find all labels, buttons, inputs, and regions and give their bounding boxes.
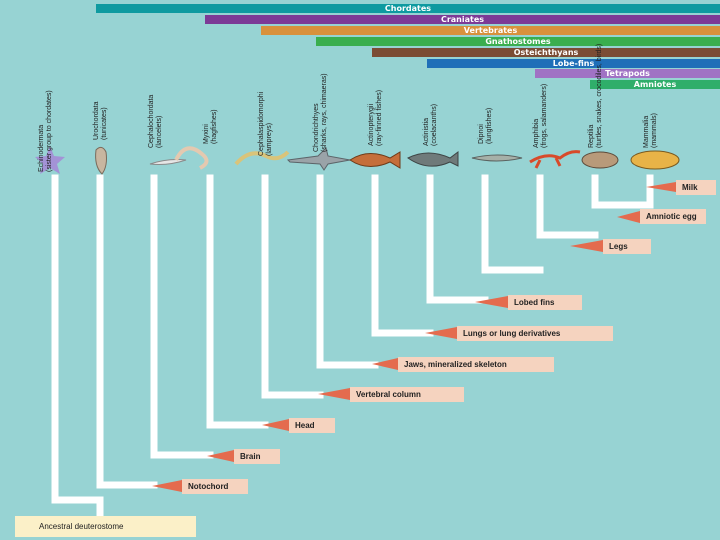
trait-amniotic-egg: Amniotic egg xyxy=(640,209,706,224)
trait-arrow xyxy=(262,419,289,431)
tunicate-icon xyxy=(95,146,107,175)
hagfish-icon xyxy=(174,146,209,170)
tree-branches xyxy=(51,174,654,520)
taxon-label-reptilia: Reptilia (turtles, snakes, crocodiles, bi… xyxy=(588,43,603,148)
trait-arrow xyxy=(475,296,508,308)
trait-arrow xyxy=(152,480,182,492)
trait-legs: Legs xyxy=(603,239,651,254)
trait-arrow xyxy=(207,450,234,462)
lamprey-icon xyxy=(234,150,290,166)
lungfish-icon xyxy=(471,154,523,162)
taxon-label-cephalaspidomorphi: Cephalaspidomorphi (lampreys) xyxy=(258,91,273,156)
taxon-label-dipnoi: Dipnoi (lungfishes) xyxy=(478,107,493,144)
trait-arrow xyxy=(617,211,640,223)
taxon-label-echinodermata: Echinodermata (sister group to chordates) xyxy=(38,90,53,172)
clade-bar-gnathostomes: Gnathostomes xyxy=(316,37,720,46)
taxon-label-cephalochordata: Cephalochordata (lancelets) xyxy=(148,94,163,148)
trait-arrows xyxy=(152,182,676,492)
salamander-icon xyxy=(529,150,581,169)
trait-milk: Milk xyxy=(676,180,716,195)
taxon-label-urochordata: Urochordata (tunicates) xyxy=(93,101,108,140)
ray-finned-fish-icon xyxy=(349,151,401,169)
coelacanth-icon xyxy=(407,151,459,167)
trait-arrow xyxy=(318,388,350,400)
organism-icons xyxy=(35,146,680,175)
clade-bar-vertebrates: Vertebrates xyxy=(261,26,720,35)
trait-arrow xyxy=(372,358,398,370)
trait-arrow xyxy=(425,327,457,339)
mammal-icon xyxy=(630,150,680,170)
reptile-icon xyxy=(581,151,619,169)
clade-bar-chordates: Chordates xyxy=(96,4,720,13)
trait-head: Head xyxy=(289,418,335,433)
taxon-label-mammalia: Mammalia (mammals) xyxy=(643,113,658,148)
shark-icon xyxy=(286,147,351,171)
trait-notochord: Notochord xyxy=(182,479,248,494)
taxon-label-chondrichthyes: Chondrichthyes (sharks, rays, chimaeras) xyxy=(313,73,328,152)
clade-bar-tetrapods: Tetrapods xyxy=(535,69,720,78)
trait-jaws: Jaws, mineralized skeleton xyxy=(398,357,554,372)
trait-arrow xyxy=(646,182,676,192)
clade-bar-osteichthyans: Osteichthyans xyxy=(372,48,720,57)
taxon-label-actinistia: Actinistia (coelacanths) xyxy=(423,103,438,146)
lancelet-icon xyxy=(149,159,187,165)
root-ancestral-deuterostome: Ancestral deuterostome xyxy=(15,516,196,537)
taxon-label-actinopterygii: Actinopterygii (ray-finned fishes) xyxy=(368,89,383,146)
trait-vertebral-column: Vertebral column xyxy=(350,387,464,402)
taxon-label-amphibia: Amphibia (frogs, salamanders) xyxy=(533,83,548,148)
clade-bar-craniates: Craniates xyxy=(205,15,720,24)
trait-lobed-fins: Lobed fins xyxy=(508,295,582,310)
trait-lungs: Lungs or lung derivatives xyxy=(457,326,613,341)
trait-arrow xyxy=(570,240,603,252)
trait-brain: Brain xyxy=(234,449,280,464)
clade-bar-amniotes: Amniotes xyxy=(590,80,720,89)
sea-star-icon xyxy=(35,146,65,174)
clade-bar-lobe-fins: Lobe-fins xyxy=(427,59,720,68)
taxon-label-myxini: Myxini (hagfishes) xyxy=(203,109,218,144)
